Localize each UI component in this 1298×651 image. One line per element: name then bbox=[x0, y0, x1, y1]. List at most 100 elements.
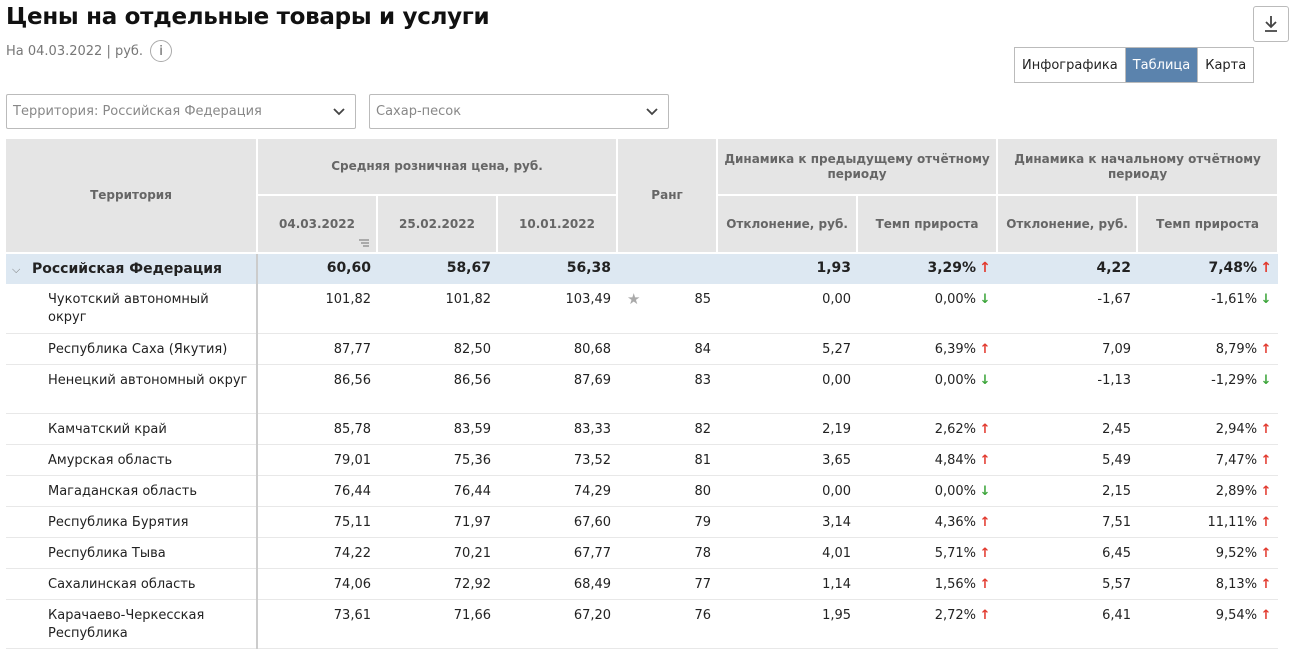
header-date-2[interactable]: 25.02.2022 bbox=[376, 194, 498, 254]
territory-select[interactable]: Территория: Российская Федерация bbox=[6, 94, 356, 129]
table-row[interactable]: Ненецкий автономный округ 86,56 86,56 87,69… bbox=[6, 364, 1279, 414]
sort-icon[interactable] bbox=[358, 238, 370, 248]
header-date-1-label: 04.03.2022 bbox=[279, 216, 355, 231]
arrow-up-icon: ↑ bbox=[1260, 607, 1272, 623]
row-price-1: 76,44 bbox=[257, 475, 377, 507]
table-row[interactable]: Республика Бурятия 75,11 71,97 67,60 79 3,14 4… bbox=[6, 506, 1279, 538]
table-row[interactable]: Амурская область 79,01 75,36 73,52 81 3,65 4,8… bbox=[6, 444, 1279, 476]
row-price-3: 67,60 bbox=[497, 506, 618, 538]
info-icon[interactable]: i bbox=[150, 40, 173, 62]
header-rate-start[interactable]: Темп прироста bbox=[1136, 194, 1280, 254]
subtitle-text: На 04.03.2022 | руб. bbox=[6, 43, 144, 59]
row-rate-prev: 6,39% bbox=[934, 341, 977, 357]
row-rank: 84 bbox=[694, 341, 712, 357]
arrow-up-icon: ↑ bbox=[1260, 260, 1272, 276]
row-price-3: 73,52 bbox=[497, 444, 618, 476]
row-rank-cell: 77 bbox=[617, 568, 718, 600]
header-territory[interactable]: Территория bbox=[6, 137, 258, 254]
row-dev-start: -1,67 bbox=[997, 284, 1138, 334]
row-price-2: 71,66 bbox=[377, 599, 497, 649]
row-dev-start: 5,49 bbox=[997, 444, 1138, 476]
table-row[interactable]: Магаданская область 76,44 76,44 74,29 80 0,00… bbox=[6, 475, 1279, 507]
row-rank-cell: 80 bbox=[617, 475, 718, 507]
row-dev-prev: 1,14 bbox=[717, 568, 858, 600]
table-row[interactable]: Чукотский автономный округ 101,82 101,82 10… bbox=[6, 284, 1279, 334]
row-dev-start: 7,51 bbox=[997, 506, 1138, 538]
tab-infographics[interactable]: Инфографика bbox=[1015, 48, 1126, 82]
row-price-3: 87,69 bbox=[497, 364, 618, 414]
page-subtitle: На 04.03.2022 | руб. i bbox=[6, 40, 173, 62]
row-rate-prev-cell: 4,36% ↑ bbox=[857, 506, 998, 538]
product-select-value: Сахар-песок bbox=[376, 104, 462, 119]
total-rank bbox=[617, 253, 718, 284]
row-dev-start: 2,45 bbox=[997, 413, 1138, 445]
row-rate-start-cell: 9,54% ↑ bbox=[1137, 599, 1279, 649]
download-button[interactable] bbox=[1253, 6, 1289, 42]
row-price-1: 74,06 bbox=[257, 568, 377, 600]
row-rate-start-cell: -1,61% ↓ bbox=[1137, 284, 1279, 334]
row-territory-name: Сахалинская область bbox=[6, 568, 258, 600]
row-rank-cell: 81 bbox=[617, 444, 718, 476]
header-rate-prev[interactable]: Темп прироста bbox=[856, 194, 999, 254]
row-price-3: 67,20 bbox=[497, 599, 618, 649]
row-price-1: 73,61 bbox=[257, 599, 377, 649]
chevron-down-icon bbox=[646, 108, 658, 116]
row-dev-start: -1,13 bbox=[997, 364, 1138, 414]
territory-select-value: Территория: Российская Федерация bbox=[13, 104, 262, 119]
product-select[interactable]: Сахар-песок bbox=[369, 94, 669, 129]
header-date-3[interactable]: 10.01.2022 bbox=[495, 194, 619, 254]
view-tabs: Инфографика Таблица Карта bbox=[1014, 47, 1255, 83]
prices-table: Территория Средняя розничная цена, руб. … bbox=[6, 137, 1280, 649]
row-rate-start-cell: 8,79% ↑ bbox=[1137, 333, 1279, 365]
header-date-1[interactable]: 04.03.2022 bbox=[256, 194, 378, 254]
row-territory-name: Магаданская область bbox=[6, 475, 258, 507]
row-price-2: 76,44 bbox=[377, 475, 497, 507]
row-price-2: 75,36 bbox=[377, 444, 497, 476]
row-territory-name: Чукотский автономный округ bbox=[6, 284, 258, 334]
row-rate-start: 2,94% bbox=[1215, 421, 1258, 437]
arrow-up-icon: ↑ bbox=[979, 452, 991, 468]
row-rate-start: 7,47% bbox=[1215, 452, 1258, 468]
total-row[interactable]: ⌵ Российская Федерация 60,60 58,67 56,38 … bbox=[6, 253, 1279, 284]
row-dev-prev: 3,65 bbox=[717, 444, 858, 476]
row-price-2: 101,82 bbox=[377, 284, 497, 334]
row-price-1: 85,78 bbox=[257, 413, 377, 445]
row-price-3: 103,49 bbox=[497, 284, 618, 334]
row-dev-prev: 2,19 bbox=[717, 413, 858, 445]
table-row[interactable]: Карачаево-Черкесская Республика 73,61 71,6… bbox=[6, 599, 1279, 649]
header-dev-prev[interactable]: Отклонение, руб. bbox=[716, 194, 859, 254]
row-price-1: 75,11 bbox=[257, 506, 377, 538]
row-rate-start: -1,29% bbox=[1211, 372, 1258, 388]
arrow-down-icon: ↓ bbox=[979, 372, 991, 388]
table-row[interactable]: Республика Тыва 74,22 70,21 67,77 78 4,01 5,71… bbox=[6, 537, 1279, 569]
table-row[interactable]: Республика Саха (Якутия) 87,77 82,50 80,68 8… bbox=[6, 333, 1279, 365]
row-rate-prev-cell: 2,62% ↑ bbox=[857, 413, 998, 445]
arrow-down-icon: ↓ bbox=[1260, 372, 1272, 388]
row-rank-cell: 79 bbox=[617, 506, 718, 538]
row-rank-cell: 82 bbox=[617, 413, 718, 445]
row-price-3: 80,68 bbox=[497, 333, 618, 365]
table-row[interactable]: Камчатский край 85,78 83,59 83,33 82 2,19 2,62… bbox=[6, 413, 1279, 445]
row-rank-cell: 84 bbox=[617, 333, 718, 365]
tab-map[interactable]: Карта bbox=[1198, 48, 1254, 82]
row-price-1: 74,22 bbox=[257, 537, 377, 569]
collapse-icon[interactable]: ⌵ bbox=[12, 263, 21, 276]
row-dev-start: 2,15 bbox=[997, 475, 1138, 507]
total-rate-prev-cell: 3,29% ↑ bbox=[857, 253, 998, 284]
row-rate-prev: 0,00% bbox=[934, 372, 977, 388]
tab-table[interactable]: Таблица bbox=[1125, 48, 1199, 82]
row-rate-start-cell: 9,52% ↑ bbox=[1137, 537, 1279, 569]
row-territory-name: Карачаево-Черкесская Республика bbox=[6, 599, 258, 649]
header-dev-start[interactable]: Отклонение, руб. bbox=[996, 194, 1139, 254]
row-price-2: 82,50 bbox=[377, 333, 497, 365]
header-rank[interactable]: Ранг bbox=[616, 137, 719, 254]
table-row[interactable]: Сахалинская область 74,06 72,92 68,49 77 1,14… bbox=[6, 568, 1279, 600]
row-territory-name: Амурская область bbox=[6, 444, 258, 476]
arrow-up-icon: ↑ bbox=[1260, 576, 1272, 592]
row-rate-prev: 1,56% bbox=[934, 576, 977, 592]
row-dev-prev: 3,14 bbox=[717, 506, 858, 538]
total-dev-start: 4,22 bbox=[997, 253, 1138, 284]
row-territory-name: Ненецкий автономный округ bbox=[6, 364, 258, 414]
row-rate-prev: 2,72% bbox=[934, 607, 977, 623]
arrow-up-icon: ↑ bbox=[1260, 545, 1272, 561]
